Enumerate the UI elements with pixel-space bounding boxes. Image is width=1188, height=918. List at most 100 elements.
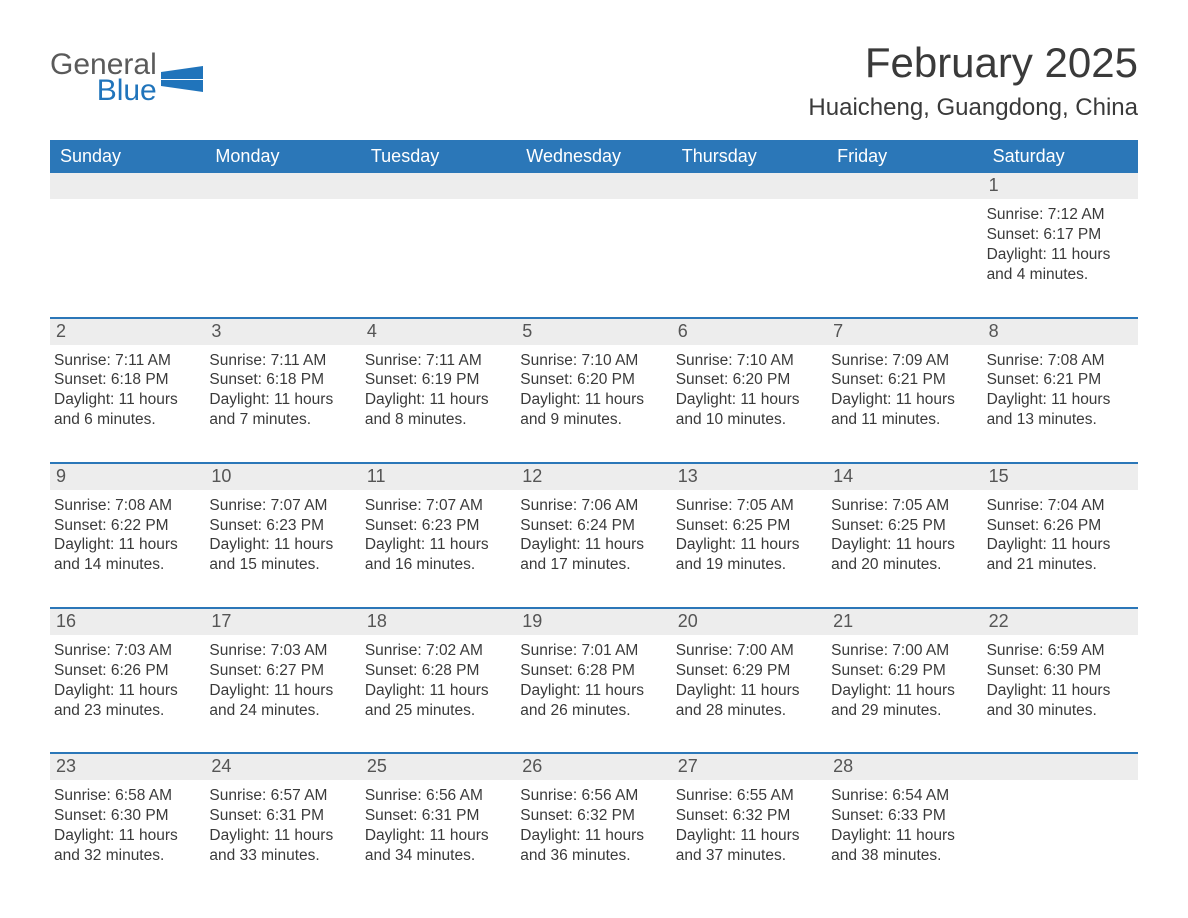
day-number [827, 173, 982, 199]
sunset-line: Sunset: 6:30 PM [987, 661, 1130, 681]
dow-sunday: Sunday [50, 140, 205, 173]
sunrise-line: Sunrise: 7:02 AM [365, 641, 508, 661]
empty-cell [827, 173, 982, 288]
day-detail: Sunrise: 7:07 AMSunset: 6:23 PMDaylight:… [361, 490, 516, 579]
day-detail: Sunrise: 6:58 AMSunset: 6:30 PMDaylight:… [50, 780, 205, 869]
day-detail: Sunrise: 7:06 AMSunset: 6:24 PMDaylight:… [516, 490, 671, 579]
sunrise-line: Sunrise: 6:59 AM [987, 641, 1130, 661]
month-title: February 2025 [808, 40, 1138, 86]
day-detail: Sunrise: 7:12 AMSunset: 6:17 PMDaylight:… [983, 199, 1138, 288]
day-cell: 14Sunrise: 7:05 AMSunset: 6:25 PMDayligh… [827, 464, 982, 579]
day-cell: 3Sunrise: 7:11 AMSunset: 6:18 PMDaylight… [205, 319, 360, 434]
sunrise-line: Sunrise: 6:55 AM [676, 786, 819, 806]
sunrise-line: Sunrise: 7:06 AM [520, 496, 663, 516]
sunset-line: Sunset: 6:28 PM [365, 661, 508, 681]
daylight-line: Daylight: 11 hours and 9 minutes. [520, 390, 663, 430]
sunset-line: Sunset: 6:23 PM [209, 516, 352, 536]
day-detail: Sunrise: 7:00 AMSunset: 6:29 PMDaylight:… [827, 635, 982, 724]
flag-icon [161, 66, 203, 92]
sunrise-line: Sunrise: 6:57 AM [209, 786, 352, 806]
day-detail: Sunrise: 7:01 AMSunset: 6:28 PMDaylight:… [516, 635, 671, 724]
sunset-line: Sunset: 6:32 PM [520, 806, 663, 826]
title-block: February 2025 Huaicheng, Guangdong, Chin… [808, 40, 1138, 122]
sunrise-line: Sunrise: 7:12 AM [987, 205, 1130, 225]
sunrise-line: Sunrise: 7:09 AM [831, 351, 974, 371]
sunset-line: Sunset: 6:23 PM [365, 516, 508, 536]
sunrise-line: Sunrise: 7:03 AM [209, 641, 352, 661]
day-number: 19 [516, 609, 671, 635]
day-cell: 1Sunrise: 7:12 AMSunset: 6:17 PMDaylight… [983, 173, 1138, 288]
days-of-week-header: SundayMondayTuesdayWednesdayThursdayFrid… [50, 140, 1138, 173]
daylight-line: Daylight: 11 hours and 30 minutes. [987, 681, 1130, 721]
day-detail: Sunrise: 6:55 AMSunset: 6:32 PMDaylight:… [672, 780, 827, 869]
logo-text: General Blue [50, 50, 157, 106]
daylight-line: Daylight: 11 hours and 33 minutes. [209, 826, 352, 866]
day-number: 9 [50, 464, 205, 490]
day-number: 5 [516, 319, 671, 345]
sunset-line: Sunset: 6:17 PM [987, 225, 1130, 245]
day-detail: Sunrise: 7:08 AMSunset: 6:21 PMDaylight:… [983, 345, 1138, 434]
day-detail: Sunrise: 7:05 AMSunset: 6:25 PMDaylight:… [672, 490, 827, 579]
sunset-line: Sunset: 6:28 PM [520, 661, 663, 681]
day-number: 4 [361, 319, 516, 345]
day-cell: 19Sunrise: 7:01 AMSunset: 6:28 PMDayligh… [516, 609, 671, 724]
day-number: 15 [983, 464, 1138, 490]
sunset-line: Sunset: 6:31 PM [209, 806, 352, 826]
day-number: 20 [672, 609, 827, 635]
day-cell: 10Sunrise: 7:07 AMSunset: 6:23 PMDayligh… [205, 464, 360, 579]
day-number: 11 [361, 464, 516, 490]
day-detail: Sunrise: 7:09 AMSunset: 6:21 PMDaylight:… [827, 345, 982, 434]
sunrise-line: Sunrise: 7:05 AM [831, 496, 974, 516]
sunset-line: Sunset: 6:20 PM [676, 370, 819, 390]
daylight-line: Daylight: 11 hours and 28 minutes. [676, 681, 819, 721]
sunset-line: Sunset: 6:25 PM [676, 516, 819, 536]
day-detail: Sunrise: 7:08 AMSunset: 6:22 PMDaylight:… [50, 490, 205, 579]
day-detail: Sunrise: 6:57 AMSunset: 6:31 PMDaylight:… [205, 780, 360, 869]
day-detail: Sunrise: 6:56 AMSunset: 6:31 PMDaylight:… [361, 780, 516, 869]
day-number: 1 [983, 173, 1138, 199]
day-detail: Sunrise: 7:03 AMSunset: 6:26 PMDaylight:… [50, 635, 205, 724]
day-cell: 16Sunrise: 7:03 AMSunset: 6:26 PMDayligh… [50, 609, 205, 724]
sunrise-line: Sunrise: 7:08 AM [987, 351, 1130, 371]
sunrise-line: Sunrise: 7:04 AM [987, 496, 1130, 516]
daylight-line: Daylight: 11 hours and 32 minutes. [54, 826, 197, 866]
day-number: 3 [205, 319, 360, 345]
day-detail: Sunrise: 7:10 AMSunset: 6:20 PMDaylight:… [672, 345, 827, 434]
sunset-line: Sunset: 6:26 PM [987, 516, 1130, 536]
calendar-body: 1Sunrise: 7:12 AMSunset: 6:17 PMDaylight… [50, 173, 1138, 870]
day-detail: Sunrise: 6:59 AMSunset: 6:30 PMDaylight:… [983, 635, 1138, 724]
daylight-line: Daylight: 11 hours and 38 minutes. [831, 826, 974, 866]
day-cell: 15Sunrise: 7:04 AMSunset: 6:26 PMDayligh… [983, 464, 1138, 579]
daylight-line: Daylight: 11 hours and 34 minutes. [365, 826, 508, 866]
empty-cell [361, 173, 516, 288]
daylight-line: Daylight: 11 hours and 25 minutes. [365, 681, 508, 721]
sunset-line: Sunset: 6:31 PM [365, 806, 508, 826]
day-detail: Sunrise: 7:10 AMSunset: 6:20 PMDaylight:… [516, 345, 671, 434]
day-number: 26 [516, 754, 671, 780]
day-cell: 5Sunrise: 7:10 AMSunset: 6:20 PMDaylight… [516, 319, 671, 434]
day-cell: 17Sunrise: 7:03 AMSunset: 6:27 PMDayligh… [205, 609, 360, 724]
day-number: 24 [205, 754, 360, 780]
daylight-line: Daylight: 11 hours and 11 minutes. [831, 390, 974, 430]
empty-cell [205, 173, 360, 288]
sunset-line: Sunset: 6:30 PM [54, 806, 197, 826]
sunrise-line: Sunrise: 7:07 AM [365, 496, 508, 516]
day-number: 14 [827, 464, 982, 490]
sunrise-line: Sunrise: 6:56 AM [365, 786, 508, 806]
day-number: 13 [672, 464, 827, 490]
day-number [50, 173, 205, 199]
day-detail: Sunrise: 7:03 AMSunset: 6:27 PMDaylight:… [205, 635, 360, 724]
day-number: 23 [50, 754, 205, 780]
location: Huaicheng, Guangdong, China [808, 94, 1138, 122]
day-number: 2 [50, 319, 205, 345]
day-number [205, 173, 360, 199]
empty-cell [50, 173, 205, 288]
sunrise-line: Sunrise: 7:10 AM [520, 351, 663, 371]
day-number [361, 173, 516, 199]
day-detail: Sunrise: 7:11 AMSunset: 6:19 PMDaylight:… [361, 345, 516, 434]
header: General Blue February 2025 Huaicheng, Gu… [50, 40, 1138, 122]
sunrise-line: Sunrise: 7:01 AM [520, 641, 663, 661]
sunrise-line: Sunrise: 7:10 AM [676, 351, 819, 371]
sunset-line: Sunset: 6:24 PM [520, 516, 663, 536]
day-cell: 24Sunrise: 6:57 AMSunset: 6:31 PMDayligh… [205, 754, 360, 869]
